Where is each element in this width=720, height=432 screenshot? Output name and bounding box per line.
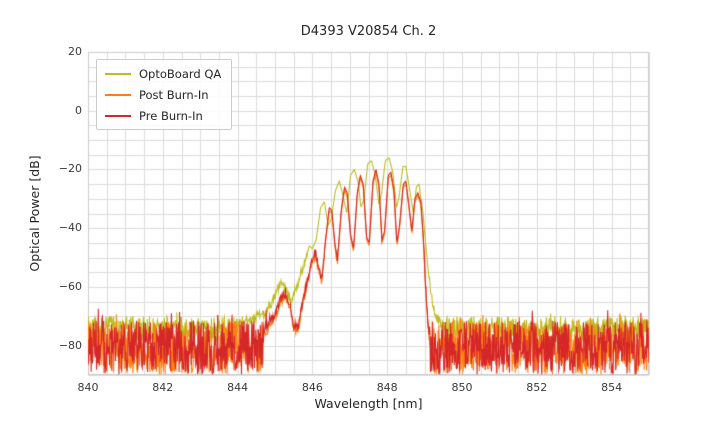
y-tick-label: −20 (58, 162, 82, 176)
chart-title: D4393 V20854 Ch. 2 (300, 24, 437, 39)
y-tick-label: −60 (58, 279, 82, 293)
y-tick-label: 20 (68, 45, 82, 58)
x-axis-label: Wavelength [nm] (314, 396, 423, 411)
y-tick-label: 0 (75, 103, 82, 117)
legend-item: Pre Burn-In (105, 108, 221, 123)
x-tick-label: 844 (227, 381, 249, 394)
y-tick-label: −80 (58, 338, 82, 352)
legend-label: Post Burn-In (139, 87, 209, 102)
legend-swatch-pre-burn-in (105, 114, 131, 117)
y-tick-label: −40 (58, 221, 82, 235)
x-tick-label: 852 (526, 381, 548, 394)
x-tick-label: 848 (376, 381, 398, 394)
legend-label: Pre Burn-In (139, 108, 203, 123)
y-axis-label: Optical Power [dB] (27, 155, 42, 272)
legend-item: OptoBoard QA (105, 66, 221, 81)
legend-label: OptoBoard QA (139, 66, 222, 81)
legend-item: Post Burn-In (105, 87, 221, 102)
legend: OptoBoard QA Post Burn-In Pre Burn-In (96, 59, 233, 130)
x-tick-label: 840 (77, 381, 99, 394)
legend-swatch-post-burn-in (105, 93, 131, 96)
x-tick-label: 854 (601, 381, 623, 394)
x-tick-label: 842 (152, 381, 174, 394)
x-tick-label: 850 (451, 381, 473, 394)
legend-swatch-optoboard-qa (105, 72, 131, 75)
x-tick-label: 846 (301, 381, 323, 394)
